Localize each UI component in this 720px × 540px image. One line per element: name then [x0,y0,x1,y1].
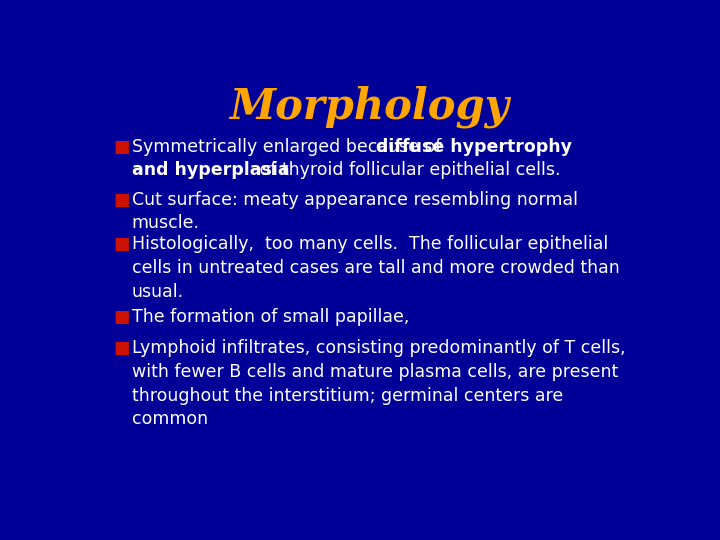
Text: usual.: usual. [132,282,184,301]
Text: Morphology: Morphology [229,85,509,128]
Text: throughout the interstitium; germinal centers are: throughout the interstitium; germinal ce… [132,387,563,404]
Text: of thyroid follicular epithelial cells.: of thyroid follicular epithelial cells. [254,161,560,179]
Text: Symmetrically enlarged because of: Symmetrically enlarged because of [132,138,446,156]
Text: ■: ■ [114,138,130,156]
Text: ■: ■ [114,191,130,209]
Text: muscle.: muscle. [132,214,200,233]
Text: Cut surface: meaty appearance resembling normal: Cut surface: meaty appearance resembling… [132,191,578,209]
Text: and hyperplasia: and hyperplasia [132,161,289,179]
Text: Histologically,  too many cells.  The follicular epithelial: Histologically, too many cells. The foll… [132,235,608,253]
Text: cells in untreated cases are tall and more crowded than: cells in untreated cases are tall and mo… [132,259,620,277]
Text: Lymphoid infiltrates, consisting predominantly of T cells,: Lymphoid infiltrates, consisting predomi… [132,339,626,357]
Text: ■: ■ [114,308,130,326]
Text: diffuse hypertrophy: diffuse hypertrophy [376,138,572,156]
Text: common: common [132,410,208,428]
Text: The formation of small papillae,: The formation of small papillae, [132,308,409,326]
Text: ■: ■ [114,235,130,253]
Text: ■: ■ [114,339,130,357]
Text: with fewer B cells and mature plasma cells, are present: with fewer B cells and mature plasma cel… [132,363,618,381]
